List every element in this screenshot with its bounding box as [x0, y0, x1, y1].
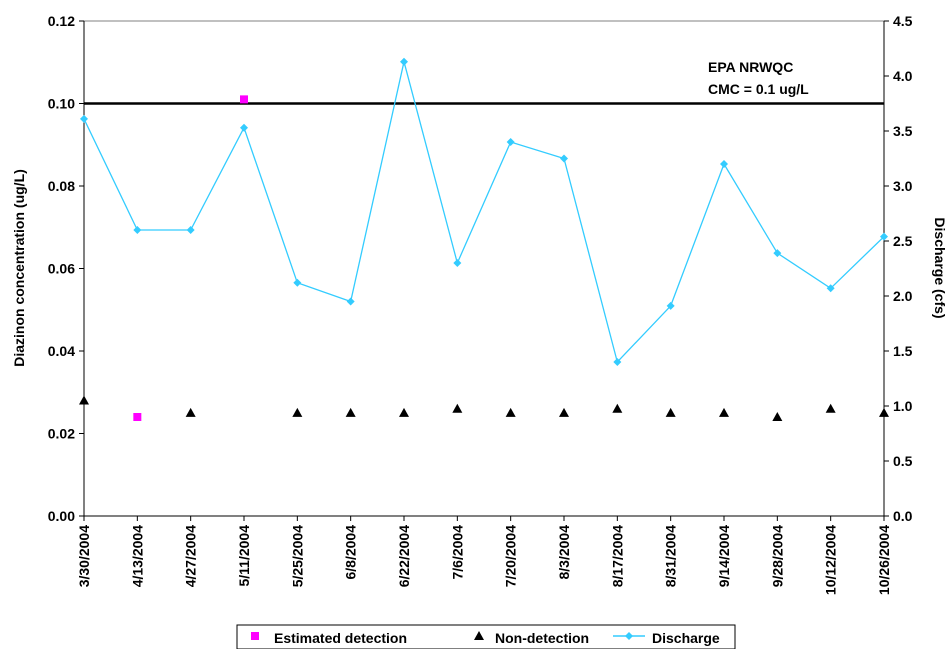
x-tick-label: 5/11/2004	[236, 525, 252, 587]
y2-tick-label: 3.5	[893, 123, 913, 139]
x-tick-label: 5/25/2004	[289, 525, 305, 587]
reference-label-line2: CMC = 0.1 ug/L	[708, 81, 809, 97]
non-detection-point	[292, 407, 303, 417]
non-detection-point	[879, 407, 889, 417]
x-tick-label: 9/28/2004	[769, 525, 785, 587]
legend-label-estimated: Estimated detection	[274, 630, 407, 646]
axes: 0.00 0.02 0.04 0.06 0.08 0.10 0.12 0.0 0.5 1.0 1.5…	[48, 13, 913, 595]
discharge-point	[293, 278, 302, 287]
discharge-point	[613, 358, 622, 366]
y-tick-label: 0.12	[48, 13, 75, 29]
y2-tick-label: 0.5	[893, 453, 913, 469]
reference-label-line1: EPA NRWQC	[708, 59, 793, 75]
discharge-point	[240, 123, 248, 132]
estimated-detection-point	[133, 413, 142, 421]
discharge-point	[666, 301, 675, 310]
discharge-point	[826, 284, 835, 293]
discharge-point	[133, 226, 142, 234]
y2-tick-label: 4.5	[893, 13, 913, 29]
x-tick-label: 8/3/2004	[556, 525, 572, 580]
non-detection-point	[345, 407, 356, 417]
discharge-point	[346, 297, 355, 306]
y-tick-label: 0.02	[48, 426, 75, 442]
discharge-point	[560, 154, 568, 163]
x-tick-label: 4/27/2004	[183, 525, 199, 587]
non-detection-point	[452, 403, 463, 413]
axis-titles: Diazinon concentration (ug/L) Discharge …	[11, 169, 947, 367]
discharge-point	[453, 259, 462, 267]
y-tick-label: 0.06	[48, 261, 75, 277]
x-tick-label: 10/12/2004	[823, 525, 839, 595]
discharge-point	[186, 226, 195, 234]
series-estimated-detection	[133, 95, 248, 421]
y-tick-label: 0.00	[48, 508, 75, 524]
discharge-point	[880, 232, 888, 241]
non-detection-point	[505, 407, 516, 417]
reference-line-group: EPA NRWQC CMC = 0.1 ug/L	[84, 59, 884, 105]
y2-tick-label: 3.0	[893, 178, 913, 194]
non-detection-point	[559, 407, 569, 417]
non-detection-point	[399, 407, 409, 417]
discharge-point	[506, 138, 515, 146]
legend-marker-discharge	[625, 632, 633, 640]
x-tick-label: 8/31/2004	[663, 525, 679, 587]
y2-tick-label: 1.0	[893, 398, 913, 414]
y-axis-title: Diazinon concentration (ug/L)	[11, 169, 27, 367]
series-discharge	[80, 57, 888, 366]
non-detection-point	[719, 407, 729, 417]
legend-label-non-detection: Non-detection	[495, 630, 589, 646]
legend-label-discharge: Discharge	[652, 630, 720, 646]
x-tick-label: 8/17/2004	[609, 525, 625, 587]
discharge-point	[400, 57, 408, 66]
y2-axis-title: Discharge (cfs)	[932, 217, 947, 318]
discharge-point	[773, 249, 782, 258]
y-tick-label: 0.10	[48, 96, 75, 112]
legend-marker-estimated	[251, 632, 259, 640]
legend: Estimated detection Non-detection Discha…	[236, 624, 736, 649]
estimated-detection-point	[240, 95, 248, 104]
y2-tick-label: 2.5	[893, 233, 913, 249]
non-detection-point	[825, 403, 836, 413]
x-tick-label: 6/22/2004	[396, 525, 412, 587]
non-detection-point	[772, 412, 783, 421]
y-tick-label: 0.08	[48, 178, 75, 194]
y2-tick-label: 1.5	[893, 343, 913, 359]
x-tick-label: 4/13/2004	[129, 525, 145, 587]
y-tick-label: 0.04	[48, 343, 75, 359]
non-detection-point	[612, 403, 623, 413]
legend-marker-non-detection	[474, 631, 484, 640]
discharge-point	[80, 114, 88, 123]
y2-tick-label: 4.0	[893, 68, 913, 84]
non-detection-point	[79, 395, 89, 405]
x-tick-label: 7/6/2004	[449, 525, 465, 580]
non-detection-point	[665, 407, 676, 417]
x-tick-label: 10/26/2004	[876, 525, 892, 595]
non-detection-point	[185, 407, 196, 417]
series-non-detection	[79, 395, 889, 421]
y2-tick-label: 2.0	[893, 288, 913, 304]
x-tick-label: 7/20/2004	[503, 525, 519, 587]
discharge-point	[720, 160, 728, 168]
x-tick-label: 9/14/2004	[716, 525, 732, 587]
x-tick-label: 3/30/2004	[76, 525, 92, 587]
x-tick-label: 6/8/2004	[343, 525, 359, 580]
legend-box	[236, 624, 736, 649]
y2-tick-label: 0.0	[893, 508, 913, 524]
discharge-line	[83, 61, 885, 364]
